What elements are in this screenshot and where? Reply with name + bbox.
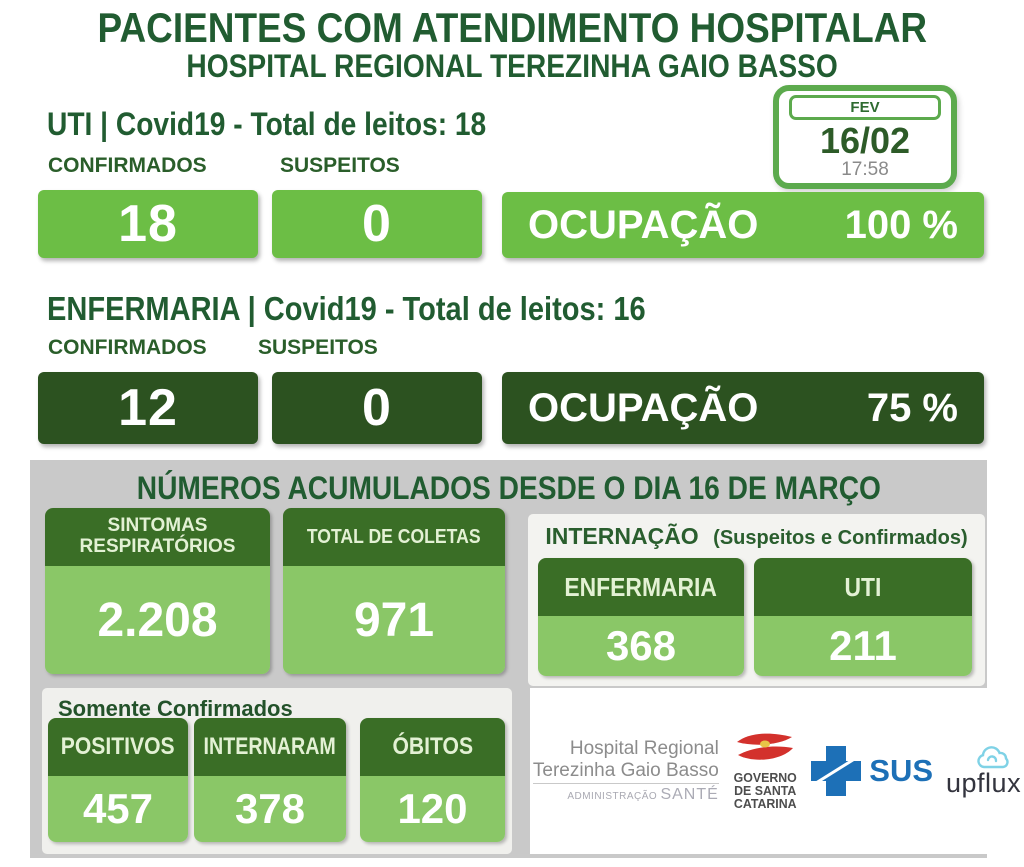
sus-label: SUS [869, 753, 934, 788]
enfermaria-suspeitos-box: 0 [272, 372, 482, 444]
logo-strip: Hospital Regional Terezinha Gaio Basso A… [530, 688, 1024, 854]
uti-ocupacao-box: OCUPAÇÃO 100 % [502, 192, 984, 258]
internacao-uti-label: UTI [844, 571, 882, 602]
acumulados-title: NÚMEROS ACUMULADOS DESDE O DIA 16 DE MAR… [136, 470, 881, 506]
internacao-enfermaria-value: 368 [538, 616, 744, 676]
date-time: 17:58 [841, 159, 889, 180]
internacao-header: INTERNAÇÃO (Suspeitos e Confirmados) [528, 523, 985, 550]
uti-ocupacao-value: 100 % [844, 202, 958, 247]
sintomas-card: SINTOMAS RESPIRATÓRIOS 2.208 [45, 508, 270, 674]
internaram-label: INTERNARAM [203, 732, 337, 760]
obitos-value: 120 [360, 776, 505, 842]
internacao-subtitle: (Suspeitos e Confirmados) [713, 527, 968, 549]
governo-flag-icon [737, 733, 794, 760]
somente-confirmados-title: Somente Confirmados [58, 696, 293, 721]
uti-suspeitos-label: SUSPEITOS [280, 154, 400, 177]
enfermaria-confirmados-box: 12 [38, 372, 258, 444]
positivos-card: POSITIVOS 457 [48, 718, 188, 842]
positivos-label: POSITIVOS [61, 732, 175, 760]
page-subtitle: HOSPITAL REGIONAL TEREZINHA GAIO BASSO [0, 48, 1024, 85]
hospital-logo: Hospital Regional Terezinha Gaio Basso A… [532, 738, 719, 803]
uti-suspeitos-box: 0 [272, 190, 482, 258]
coletas-card: TOTAL DE COLETAS 971 [283, 508, 505, 674]
obitos-card: ÓBITOS 120 [360, 718, 505, 842]
sus-cross-icon [810, 746, 863, 796]
page-subtitle-text: HOSPITAL REGIONAL TEREZINHA GAIO BASSO [186, 48, 838, 84]
upflux-label: upflux [946, 768, 1022, 798]
internacao-panel: INTERNAÇÃO (Suspeitos e Confirmados) ENF… [528, 514, 985, 686]
date-widget: FEV 16/02 17:58 [773, 85, 957, 189]
somente-confirmados-panel: Somente Confirmados POSITIVOS 457 INTERN… [42, 688, 512, 854]
upflux-cloud-icon [976, 746, 1009, 769]
coletas-card-value: 971 [283, 566, 505, 674]
enfermaria-section-header: ENFERMARIA | Covid19 - Total de leitos: … [47, 290, 646, 327]
enfermaria-ocupacao-value: 75 % [866, 385, 958, 430]
sintomas-card-value: 2.208 [45, 566, 270, 674]
sintomas-card-header: SINTOMAS RESPIRATÓRIOS [45, 508, 270, 566]
internaram-value: 378 [194, 776, 346, 842]
enfermaria-confirmados-label: CONFIRMADOS [48, 336, 207, 359]
obitos-label: ÓBITOS [392, 732, 473, 760]
internacao-enfermaria-label: ENFERMARIA [564, 571, 718, 602]
governo-sc-logo: GOVERNO DE SANTA CATARINA [732, 732, 798, 810]
page-title: PACIENTES COM ATENDIMENTO HOSPITALAR [0, 4, 1024, 52]
enfermaria-ocupacao-box: OCUPAÇÃO 75 % [502, 372, 984, 444]
uti-confirmados-label: CONFIRMADOS [48, 154, 207, 177]
enfermaria-ocupacao-label: OCUPAÇÃO [528, 385, 759, 430]
internacao-title: INTERNAÇÃO [545, 523, 699, 549]
coletas-card-header: TOTAL DE COLETAS [283, 508, 505, 566]
uti-confirmados-box: 18 [38, 190, 258, 258]
date-value: 16/02 [819, 120, 911, 161]
internacao-uti-value: 211 [754, 616, 972, 676]
enfermaria-suspeitos-label: SUSPEITOS [258, 336, 378, 359]
page-title-text: PACIENTES COM ATENDIMENTO HOSPITALAR [97, 4, 927, 51]
internaram-card: INTERNARAM 378 [194, 718, 346, 842]
internacao-enfermaria-card: ENFERMARIA 368 [538, 558, 744, 676]
upflux-logo: upflux [946, 745, 1021, 797]
uti-ocupacao-label: OCUPAÇÃO [528, 202, 759, 247]
positivos-value: 457 [48, 776, 188, 842]
uti-section-header: UTI | Covid19 - Total de leitos: 18 [47, 106, 487, 142]
date-month: FEV [789, 95, 941, 120]
sus-logo: SUS [810, 746, 934, 796]
internacao-uti-card: UTI 211 [754, 558, 972, 676]
